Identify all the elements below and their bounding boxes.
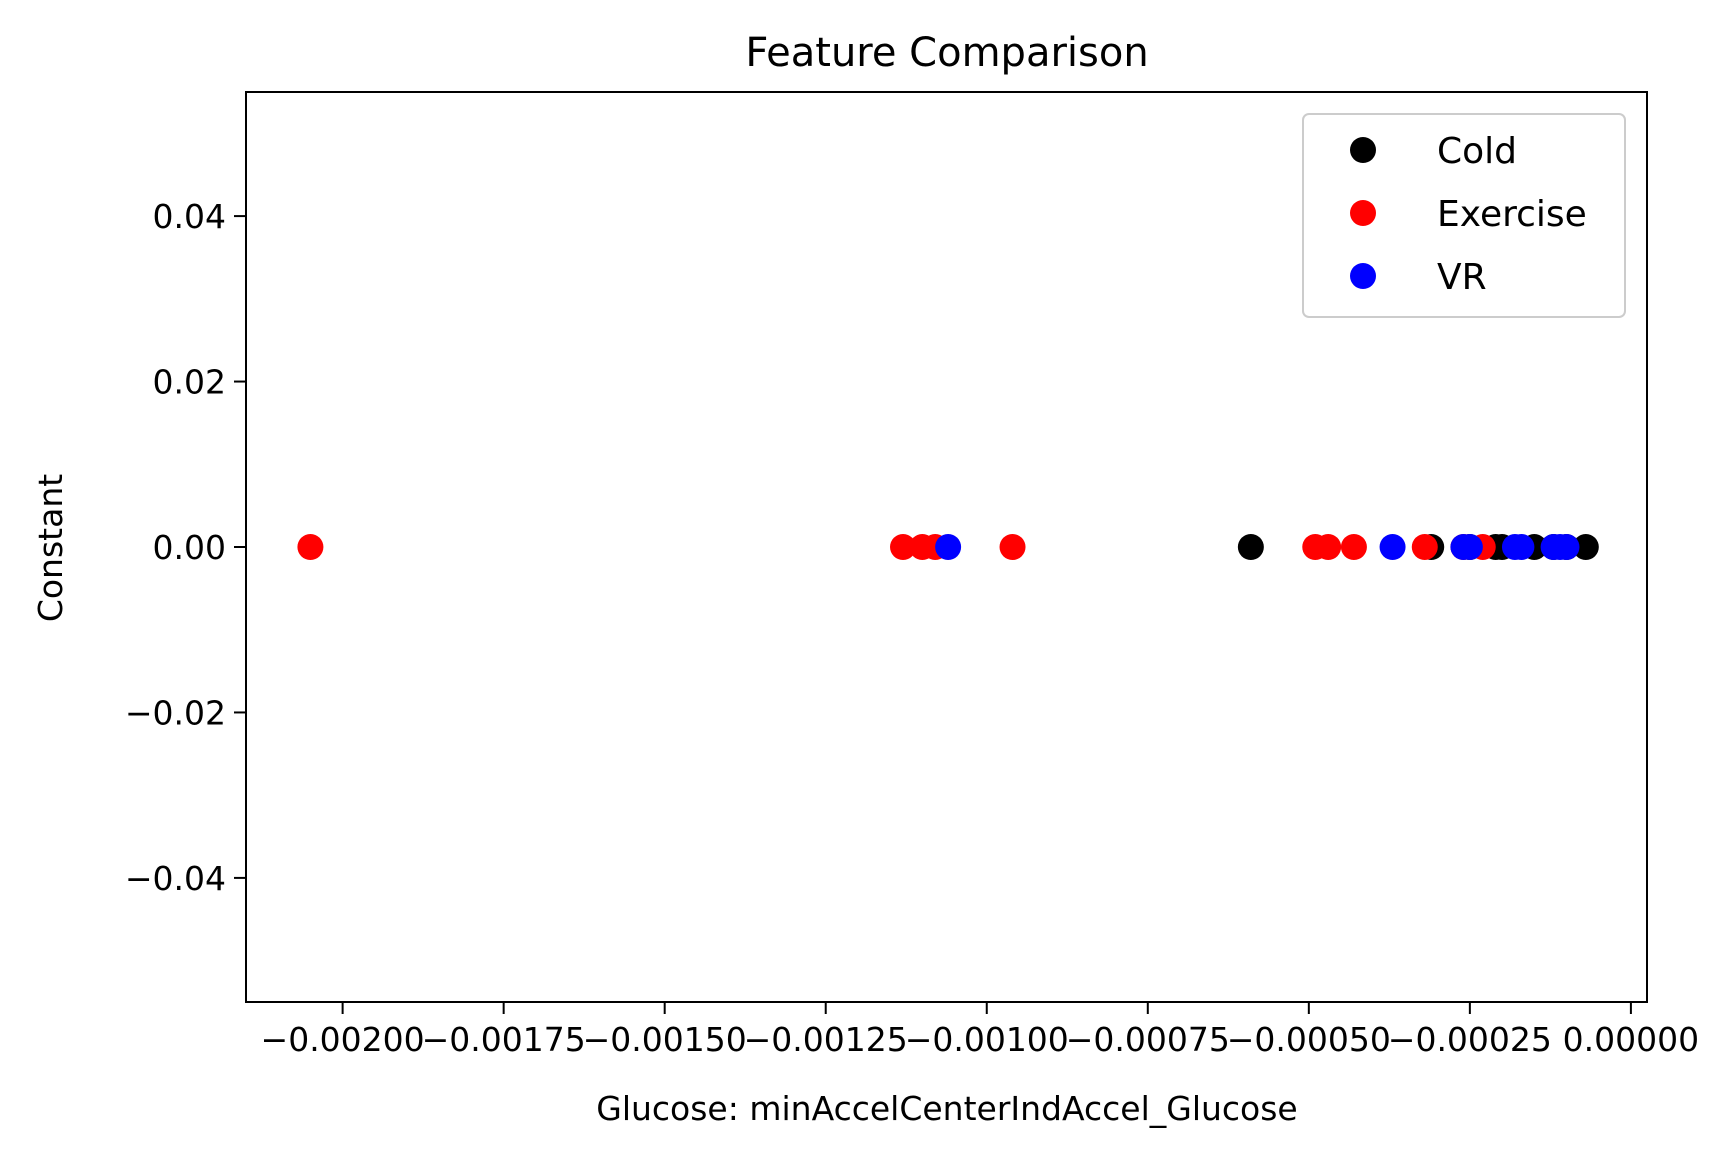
y-tick-label: 0.04 [153, 197, 226, 236]
legend-marker-vr [1350, 263, 1376, 289]
y-axis: 0.04 0.02 0.00 −0.02 −0.04 [125, 197, 246, 898]
x-tick-label: −0.00050 [1227, 1020, 1391, 1059]
x-tick-label: −0.00150 [583, 1020, 747, 1059]
x-axis-label: Glucose: minAccelCenterIndAccel_Glucose [596, 1089, 1297, 1128]
y-tick-label: 0.00 [153, 528, 226, 567]
point-exercise [1315, 534, 1342, 560]
x-tick-label: −0.00175 [422, 1020, 586, 1059]
x-tick-label: −0.00025 [1388, 1020, 1552, 1059]
plot-area [297, 534, 1599, 560]
x-axis: −0.00200−0.00175−0.00150−0.00125−0.00100… [261, 1002, 1699, 1059]
y-tick-label: −0.04 [125, 859, 226, 898]
legend-label-cold: Cold [1437, 131, 1517, 172]
point-exercise [1340, 534, 1367, 560]
x-tick-label: 0.00000 [1563, 1020, 1699, 1059]
y-axis-label: Constant [31, 474, 70, 622]
legend-marker-cold [1350, 137, 1376, 163]
x-tick-label: −0.00100 [905, 1020, 1069, 1059]
point-vr [1456, 534, 1483, 560]
point-cold [1572, 534, 1599, 560]
point-cold [1237, 534, 1264, 560]
legend-label-exercise: Exercise [1437, 194, 1587, 235]
point-exercise [297, 534, 324, 560]
y-tick-label: −0.02 [125, 693, 226, 732]
series-vr [935, 534, 1580, 560]
x-tick-label: −0.00200 [261, 1020, 425, 1059]
legend-box [1302, 113, 1626, 318]
point-exercise [890, 534, 917, 560]
legend: Cold Exercise VR [1302, 113, 1626, 318]
legend-marker-exercise [1350, 200, 1376, 226]
point-vr [1553, 534, 1580, 560]
point-vr [1508, 534, 1535, 560]
point-vr [1379, 534, 1406, 560]
point-exercise [999, 534, 1026, 560]
chart-title: Feature Comparison [745, 30, 1148, 76]
x-tick-label: −0.00125 [744, 1020, 908, 1059]
point-exercise [1411, 534, 1438, 560]
x-tick-label: −0.00075 [1066, 1020, 1230, 1059]
legend-label-vr: VR [1437, 257, 1487, 298]
y-tick-label: 0.02 [153, 363, 226, 402]
point-vr [935, 534, 962, 560]
